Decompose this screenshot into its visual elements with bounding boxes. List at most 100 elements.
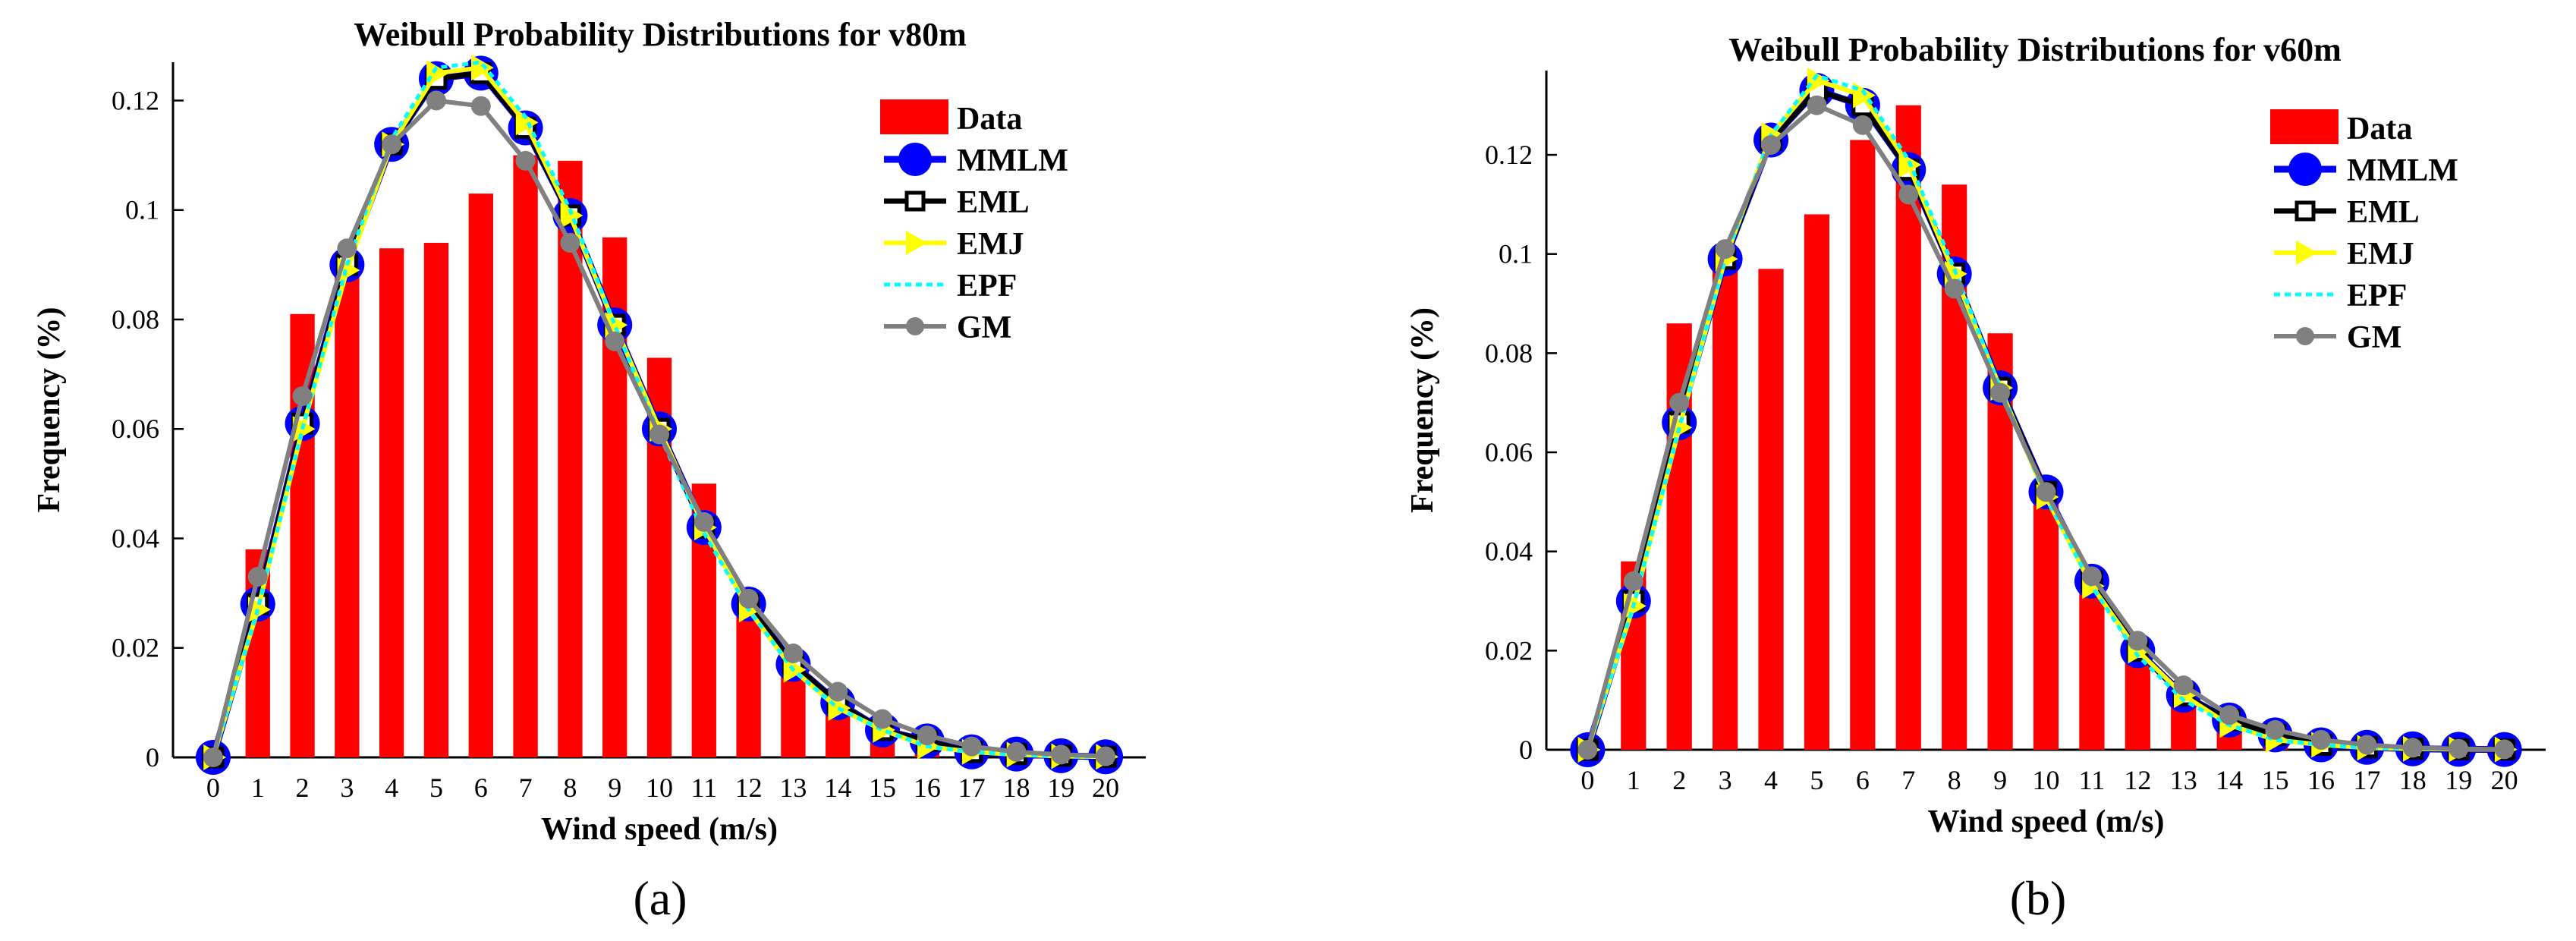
x-tick-label: 17: [2353, 765, 2380, 795]
series-gm-point: [560, 233, 580, 253]
series-gm-point: [247, 566, 268, 587]
y-tick-label: 0.1: [125, 195, 159, 225]
chart-title: Weibull Probability Distributions for v6…: [1728, 31, 2342, 68]
series-gm-point: [738, 588, 759, 609]
series-gm-point: [873, 709, 893, 729]
legend-swatch-data: [880, 99, 948, 134]
series-gm-point: [1006, 741, 1027, 762]
series-gm-point: [1577, 740, 1598, 760]
legend-swatch: [2274, 327, 2336, 345]
legend-label: GM: [957, 310, 1011, 345]
y-tick-label: 0.02: [112, 633, 159, 663]
x-tick-label: 13: [2170, 765, 2197, 795]
series-gm-point: [694, 511, 714, 532]
x-tick-label: 10: [646, 773, 673, 803]
legend-swatch-data: [2270, 109, 2339, 144]
x-tick-label: 16: [2307, 765, 2335, 795]
legend: Data MMLM EML EMJ EPF GM: [2270, 109, 2458, 355]
x-tick-label: 7: [519, 773, 533, 803]
data-bar: [826, 713, 851, 757]
data-bar: [423, 243, 449, 757]
x-tick-label: 0: [1581, 765, 1594, 795]
legend-swatch-gm-marker: [906, 317, 924, 335]
series-gm-point: [1807, 95, 1827, 115]
data-bar: [1850, 140, 1876, 751]
legend-label: MMLM: [2347, 153, 2458, 188]
x-tick-label: 6: [474, 773, 488, 803]
series-gm-point: [1852, 115, 1873, 135]
data-bar: [1712, 269, 1738, 751]
series-gm-point: [470, 96, 491, 116]
y-tick-label: 0: [1519, 735, 1533, 765]
y-tick-label: 0.06: [112, 414, 159, 444]
legend-label: EML: [2347, 195, 2420, 230]
x-tick-label: 11: [2079, 765, 2106, 795]
x-tick-label: 15: [869, 773, 896, 803]
series-gm-point: [961, 736, 982, 757]
data-bar: [2079, 586, 2105, 750]
series-gm-point: [203, 747, 223, 767]
series-gm-point: [292, 386, 313, 406]
series-gm-point: [2310, 729, 2331, 750]
series-gm-point: [1898, 184, 1919, 205]
series-gm-point: [1669, 392, 1690, 413]
legend-swatch: [2274, 153, 2336, 186]
series-gm-point: [2173, 675, 2194, 696]
x-tick-label: 4: [1764, 765, 1778, 795]
chart-panel-a: Weibull Probability Distributions for v8…: [32, 16, 1146, 847]
series-emj-point: [515, 109, 539, 136]
legend-swatch-emj-marker: [2296, 241, 2317, 265]
series-gm-point: [828, 681, 848, 702]
series-emj-point: [1807, 68, 1830, 94]
legend-swatch-emj-marker: [906, 231, 927, 255]
legend-swatch: [880, 99, 948, 134]
series-epf-line: [211, 60, 1106, 759]
x-tick-label: 1: [1627, 765, 1640, 795]
y-tick-label: 0.08: [1485, 338, 1533, 368]
y-tick-label: 0.04: [1485, 537, 1533, 567]
legend: Data MMLM EML EMJ EPF GM: [880, 99, 1068, 345]
series-gm-point: [2219, 705, 2240, 725]
series-gm-point: [2494, 739, 2515, 760]
series-gm-point: [2402, 738, 2423, 758]
legend-swatch: [884, 317, 946, 335]
x-tick-label: 6: [1856, 765, 1870, 795]
data-bar: [1758, 269, 1784, 751]
x-tick-label: 13: [779, 773, 807, 803]
x-tick-label: 18: [1002, 773, 1030, 803]
x-tick-label: 9: [608, 773, 621, 803]
x-tick-label: 19: [2445, 765, 2472, 795]
x-tick-label: 0: [206, 773, 220, 803]
legend-swatch-gm-marker: [2296, 327, 2314, 345]
series-gm-point: [515, 150, 536, 171]
x-tick-label: 4: [385, 773, 398, 803]
data-bar: [468, 194, 493, 757]
series-gm-point: [2265, 719, 2285, 740]
x-axis-label: Wind speed (m/s): [541, 812, 778, 847]
x-tick-label: 20: [1092, 773, 1119, 803]
legend-label: EMJ: [957, 227, 1024, 262]
x-tick-label: 19: [1047, 773, 1074, 803]
data-bar: [513, 155, 538, 758]
legend-swatch: [884, 231, 946, 255]
x-tick-label: 7: [1901, 765, 1915, 795]
legend-swatch-eml-marker: [904, 190, 926, 212]
x-tick-label: 9: [1993, 765, 2007, 795]
series-gm-point: [650, 424, 669, 445]
series-gm-point: [1944, 279, 1964, 299]
x-tick-label: 10: [2033, 765, 2060, 795]
data-bar: [1804, 214, 1830, 751]
x-tick-label: 14: [824, 773, 851, 803]
legend-swatch: [2274, 241, 2336, 265]
series-gm-point: [1990, 382, 2011, 403]
x-tick-label: 1: [251, 773, 265, 803]
x-tick-label: 8: [1948, 765, 1961, 795]
series-emj-point: [560, 202, 583, 228]
panel-caption: (a): [633, 871, 687, 925]
legend-label: EML: [957, 185, 1030, 220]
series-gm: [1577, 95, 2515, 760]
series-gm-point: [917, 725, 937, 746]
legend-swatch: [884, 190, 946, 212]
chart-panel-b: Weibull Probability Distributions for v6…: [1405, 31, 2546, 839]
y-axis-label: Frequency (%): [32, 307, 67, 512]
